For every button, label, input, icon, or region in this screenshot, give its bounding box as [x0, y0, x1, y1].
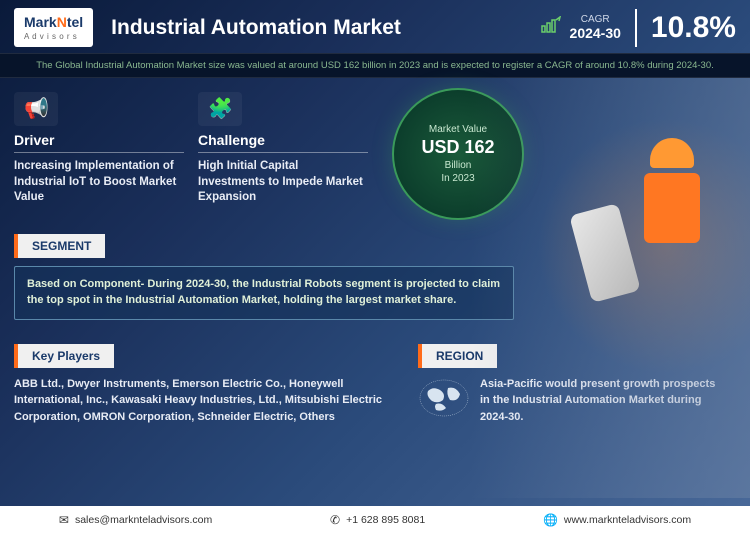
cagr-block: CAGR 2024-30 10.8% — [540, 9, 736, 47]
driver-body: Increasing Implementation of Industrial … — [14, 159, 184, 206]
footer-phone: ✆ +1 628 895 8081 — [330, 513, 425, 527]
cagr-period: 2024-30 — [570, 25, 621, 41]
summary-banner: The Global Industrial Automation Market … — [0, 53, 750, 78]
footer: ✉ sales@marknteladvisors.com ✆ +1 628 89… — [0, 506, 750, 534]
header: MarkNtel A d v i s o r s Industrial Auto… — [0, 0, 750, 53]
infographic-container: MarkNtel A d v i s o r s Industrial Auto… — [0, 0, 750, 534]
growth-icon — [540, 16, 562, 39]
globe-icon — [418, 376, 470, 420]
region-text: Asia-Pacific would present growth prospe… — [480, 376, 728, 426]
logo-part-n: N — [57, 14, 67, 30]
cagr-label-block: CAGR 2024-30 — [570, 14, 621, 41]
logo-subtitle: A d v i s o r s — [24, 32, 83, 41]
bottom-row: Key Players ABB Ltd., Dwyer Instruments,… — [14, 330, 736, 426]
key-players-label: Key Players — [14, 344, 114, 368]
cagr-label: CAGR — [570, 14, 621, 25]
segment-label: SEGMENT — [14, 234, 105, 258]
phone-icon: ✆ — [330, 513, 340, 527]
footer-email-text: sales@marknteladvisors.com — [75, 514, 212, 526]
footer-web-text: www.marknteladvisors.com — [564, 514, 691, 526]
region-label: REGION — [418, 344, 497, 368]
logo-part-mark: Mark — [24, 14, 57, 30]
market-value-circle: Market Value USD 162 Billion In 2023 — [392, 88, 524, 220]
segment-box: Based on Component- During 2024-30, the … — [14, 266, 514, 320]
logo: MarkNtel A d v i s o r s — [14, 8, 93, 47]
cagr-value: 10.8% — [651, 11, 736, 45]
globe-icon: 🌐 — [543, 513, 558, 527]
key-players-column: Key Players ABB Ltd., Dwyer Instruments,… — [14, 330, 394, 426]
email-icon: ✉ — [59, 513, 69, 527]
challenge-title: Challenge — [198, 132, 368, 153]
region-column: REGION Asia-Pacific would present growth… — [418, 330, 728, 426]
region-row: Asia-Pacific would present growth prospe… — [418, 376, 728, 426]
key-players-text: ABB Ltd., Dwyer Instruments, Emerson Ele… — [14, 376, 394, 426]
logo-text: MarkNtel — [24, 14, 83, 30]
puzzle-icon — [198, 92, 242, 126]
challenge-body: High Initial Capital Investments to Impe… — [198, 159, 368, 206]
driver-card: Driver Increasing Implementation of Indu… — [14, 92, 184, 206]
content-area: Driver Increasing Implementation of Indu… — [0, 78, 750, 498]
footer-phone-text: +1 628 895 8081 — [346, 514, 425, 526]
market-value-amount: USD 162 — [421, 137, 494, 158]
challenge-card: Challenge High Initial Capital Investmen… — [198, 92, 368, 206]
footer-web: 🌐 www.marknteladvisors.com — [543, 513, 691, 527]
top-row: Driver Increasing Implementation of Indu… — [14, 92, 736, 220]
footer-email: ✉ sales@marknteladvisors.com — [59, 513, 212, 527]
market-value-unit: Billion — [445, 160, 472, 171]
logo-part-tel: tel — [67, 14, 83, 30]
market-value-label: Market Value — [429, 124, 487, 135]
megaphone-icon — [14, 92, 58, 126]
separator — [635, 9, 637, 47]
page-title: Industrial Automation Market — [111, 16, 539, 40]
driver-title: Driver — [14, 132, 184, 153]
market-value-year: In 2023 — [441, 173, 474, 184]
